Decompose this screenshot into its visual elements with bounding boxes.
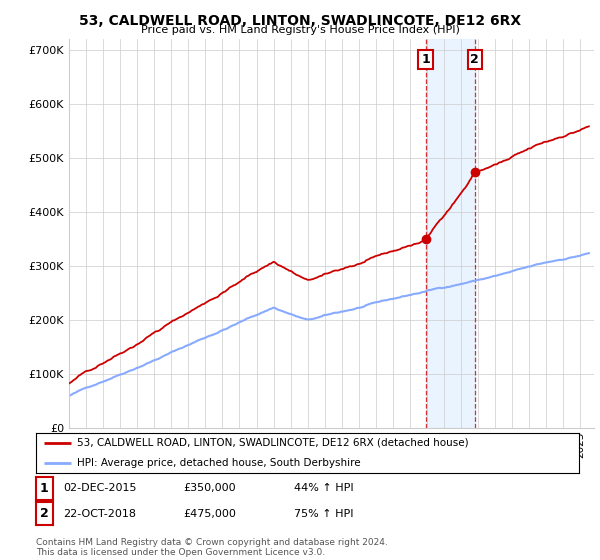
Text: 1: 1: [421, 53, 430, 66]
Text: £475,000: £475,000: [183, 508, 236, 519]
Text: 1: 1: [40, 482, 49, 495]
Text: Contains HM Land Registry data © Crown copyright and database right 2024.
This d: Contains HM Land Registry data © Crown c…: [36, 538, 388, 557]
Text: 75% ↑ HPI: 75% ↑ HPI: [294, 508, 353, 519]
Text: HPI: Average price, detached house, South Derbyshire: HPI: Average price, detached house, Sout…: [77, 458, 361, 468]
Bar: [425, 39, 475, 428]
Text: 44% ↑ HPI: 44% ↑ HPI: [294, 483, 353, 493]
Text: 22-OCT-2018: 22-OCT-2018: [63, 508, 136, 519]
Text: 2: 2: [470, 53, 479, 66]
Text: 53, CALDWELL ROAD, LINTON, SWADLINCOTE, DE12 6RX: 53, CALDWELL ROAD, LINTON, SWADLINCOTE, …: [79, 14, 521, 28]
Text: £350,000: £350,000: [183, 483, 236, 493]
Text: 2: 2: [40, 507, 49, 520]
Text: Price paid vs. HM Land Registry's House Price Index (HPI): Price paid vs. HM Land Registry's House …: [140, 25, 460, 35]
Text: 02-DEC-2015: 02-DEC-2015: [63, 483, 137, 493]
Text: 53, CALDWELL ROAD, LINTON, SWADLINCOTE, DE12 6RX (detached house): 53, CALDWELL ROAD, LINTON, SWADLINCOTE, …: [77, 438, 469, 448]
